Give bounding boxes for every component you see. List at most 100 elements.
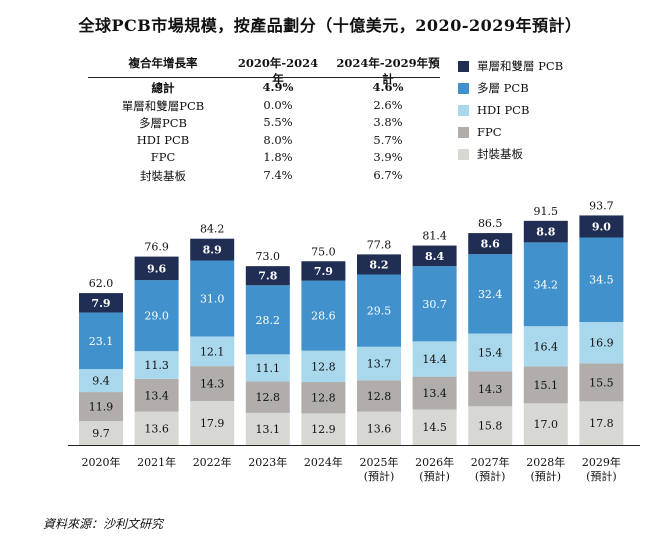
legend-swatch xyxy=(458,126,469,138)
bar-segment xyxy=(412,376,457,410)
x-tick-label: 2025年 xyxy=(360,455,399,469)
bar-value-label: 30.7 xyxy=(422,298,447,311)
cagr-row-label: 單層和雙層PCB xyxy=(121,98,205,113)
bar-total-label: 62.0 xyxy=(89,277,114,290)
bar-value-label: 13.6 xyxy=(367,422,392,435)
bar-segment xyxy=(468,406,513,445)
bar-value-label: 32.4 xyxy=(478,288,503,301)
bar-segment xyxy=(190,336,235,367)
bar-value-label: 17.8 xyxy=(589,417,614,430)
cagr-row-value-b: 6.7% xyxy=(373,167,403,182)
bar-value-label: 8.8 xyxy=(536,226,555,239)
bar-segment xyxy=(190,238,235,261)
bar-segment xyxy=(579,237,624,323)
bar-value-label: 29.0 xyxy=(144,310,169,323)
bar-value-label: 14.3 xyxy=(478,383,503,396)
cagr-divider xyxy=(88,77,440,78)
cagr-header-label: 複合年增長率 xyxy=(128,56,198,70)
legend-label: 多層 PCB xyxy=(477,81,529,95)
bar-segment xyxy=(245,285,290,355)
bar-segment xyxy=(134,351,179,379)
bar-segment xyxy=(134,256,179,281)
bar-segment xyxy=(357,274,401,347)
chart-title: 全球PCB市場規模，按產品劃分（十億美元，2020-2029年預計） xyxy=(78,16,582,35)
cagr-row-value-a: 0.0% xyxy=(263,97,293,112)
x-tick-label: 2027年 xyxy=(471,455,510,469)
bar-segment xyxy=(579,363,624,402)
bar-segment xyxy=(245,381,290,413)
bar-value-label: 9.0 xyxy=(592,220,611,233)
bar-value-label: 11.9 xyxy=(89,401,114,414)
bar-value-label: 14.5 xyxy=(422,421,447,434)
bar-segment xyxy=(412,341,457,377)
bar-value-label: 34.5 xyxy=(589,274,614,287)
legend-item: HDI PCB xyxy=(458,99,563,121)
x-tick-label: (預計) xyxy=(364,469,395,483)
cagr-row: 多層PCB 5.5% 3.8% xyxy=(88,115,440,133)
bar-segment xyxy=(301,413,346,445)
bar-value-label: 12.8 xyxy=(367,390,392,403)
cagr-row-total: 總計 4.9% 4.6% xyxy=(88,80,440,98)
bar-segment xyxy=(523,220,568,243)
bar-segment xyxy=(579,215,624,238)
x-tick-label: 2023年 xyxy=(248,455,287,469)
legend-item: 封裝基板 xyxy=(458,143,563,165)
bar-value-label: 11.1 xyxy=(256,362,281,375)
legend-label: HDI PCB xyxy=(477,103,530,117)
bar-value-label: 34.2 xyxy=(534,278,559,291)
legend-label: 封裝基板 xyxy=(477,147,523,161)
bar-value-label: 13.1 xyxy=(256,423,281,436)
bar-value-label: 9.7 xyxy=(92,427,110,440)
bar-value-label: 29.5 xyxy=(367,305,392,318)
x-tick-label: (預計) xyxy=(475,469,506,483)
bar-total-label: 86.5 xyxy=(478,217,503,230)
legend-item: 單層和雙層 PCB xyxy=(458,55,563,77)
x-tick-label: (預計) xyxy=(586,469,617,483)
x-tick-label: 2026年 xyxy=(415,455,454,469)
x-tick-label: (預計) xyxy=(419,469,450,483)
cagr-row-value-b: 3.9% xyxy=(373,150,403,164)
legend-swatch xyxy=(458,82,469,94)
bar-value-label: 11.3 xyxy=(144,359,169,372)
bar-segment xyxy=(357,380,401,412)
x-tick-label: 2022年 xyxy=(193,455,232,469)
bar-value-label: 31.0 xyxy=(200,292,225,305)
bar-segment xyxy=(134,411,179,445)
bar-value-label: 7.9 xyxy=(314,265,333,278)
cagr-row-value-a: 7.4% xyxy=(263,167,293,182)
bar-value-label: 15.5 xyxy=(589,376,614,389)
bar-value-label: 28.2 xyxy=(256,314,281,327)
cagr-row-label: HDI PCB xyxy=(136,132,190,147)
bar-segment xyxy=(245,266,290,286)
bar-segment xyxy=(468,371,513,407)
cagr-row-value-b: 4.6% xyxy=(372,80,404,94)
cagr-row-value-a: 4.9% xyxy=(262,80,294,94)
cagr-header-2024-2029: 2024年-2029年預計 xyxy=(336,56,440,86)
bar-total-label: 81.4 xyxy=(422,230,447,243)
bar-value-label: 15.8 xyxy=(478,420,503,433)
bar-value-label: 12.8 xyxy=(311,392,336,405)
cagr-row-value-b: 5.7% xyxy=(373,132,403,147)
bar-segment xyxy=(523,403,568,445)
bar-value-label: 12.8 xyxy=(311,360,336,373)
bar-value-label: 13.4 xyxy=(422,387,447,400)
source-note: 資料來源：沙利文研究 xyxy=(43,517,164,531)
bar-value-label: 12.9 xyxy=(311,423,336,436)
cagr-row-value-a: 5.5% xyxy=(263,115,293,129)
bar-total-label: 77.8 xyxy=(367,238,392,251)
cagr-row-label: 封裝基板 xyxy=(140,168,186,183)
bar-total-label: 76.9 xyxy=(144,241,169,254)
bar-total-label: 84.2 xyxy=(200,223,225,236)
bar-segment xyxy=(190,260,235,337)
bar-segment xyxy=(79,312,123,370)
bar-value-label: 28.6 xyxy=(311,310,336,323)
x-tick-label: 2020年 xyxy=(82,455,121,469)
bar-segment xyxy=(412,409,457,445)
bar-total-label: 75.0 xyxy=(311,245,336,258)
bar-segment xyxy=(245,412,290,445)
bar-value-label: 9.6 xyxy=(147,262,166,275)
bar-segment xyxy=(245,354,290,382)
bar-segment xyxy=(79,369,123,393)
chart-legend: 單層和雙層 PCB 多層 PCB HDI PCB FPC 封裝基板 xyxy=(458,55,563,165)
